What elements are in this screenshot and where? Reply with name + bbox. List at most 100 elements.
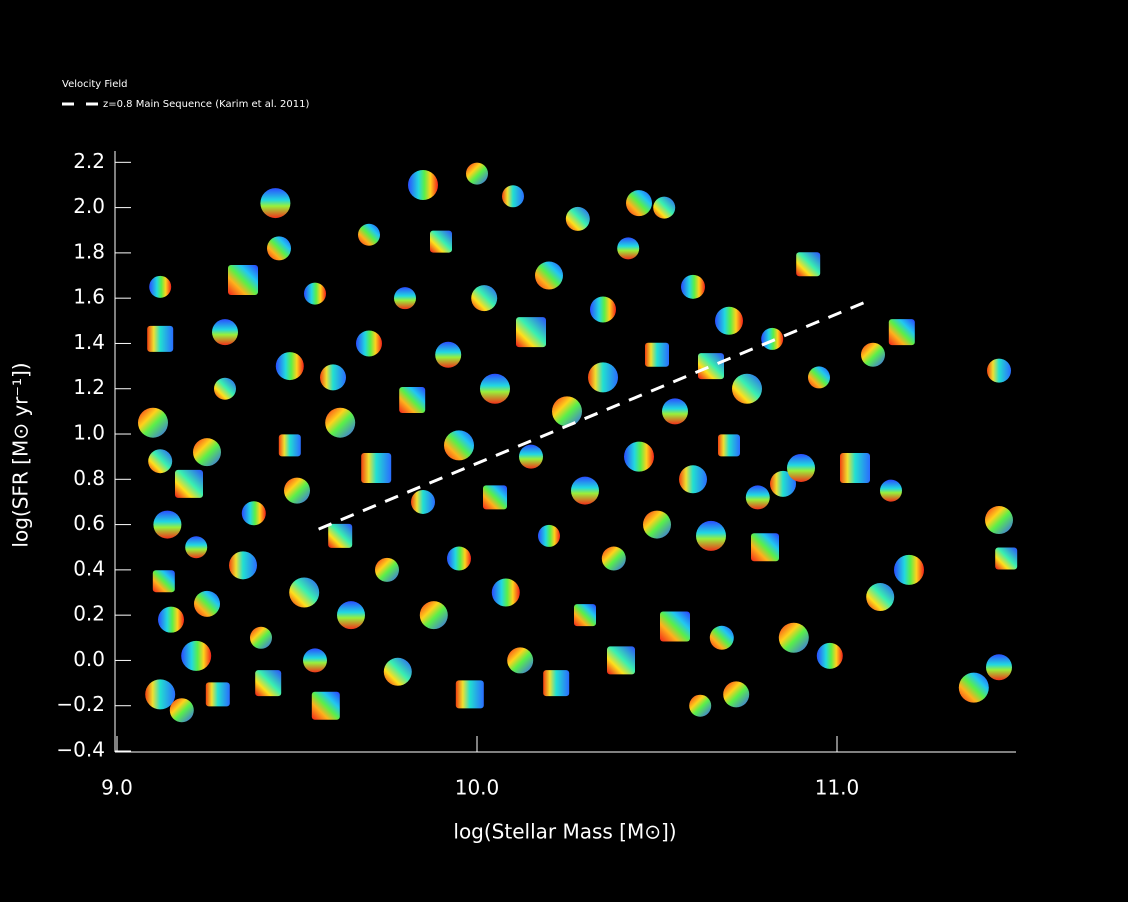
velocity-field [894,554,924,585]
velocity-field [169,698,194,723]
velocity-field [304,282,326,305]
x-tick-label: 9.0 [101,776,133,800]
velocity-field [320,364,346,391]
velocity-field [194,590,220,617]
velocity-field [480,373,510,404]
velocity-field [148,449,173,474]
velocity-field [761,327,784,350]
velocity-field [787,453,815,482]
velocity-field [455,680,484,709]
velocity-field [411,489,435,514]
velocity-field [153,510,182,539]
y-tick-label: 0.2 [73,602,105,626]
velocity-field [516,317,546,348]
velocity-field [745,485,770,510]
velocity-field [337,601,365,630]
velocity-field [607,646,635,675]
velocity-field [471,285,498,312]
velocity-field [679,465,707,494]
velocity-field [796,252,821,277]
velocity-field [284,477,310,504]
velocity-field [681,274,705,299]
y-tick-label: −0.4 [56,738,105,762]
y-tick-label: 1.0 [73,421,105,445]
y-tick-label: −0.2 [56,692,105,716]
velocity-field [958,672,989,703]
y-tick-label: 0.8 [73,466,105,490]
velocity-field [715,306,743,335]
velocity-field [399,387,426,414]
y-tick-label: 0.4 [73,556,105,580]
velocity-field [205,682,230,707]
velocity-field [435,341,462,368]
velocity-field [181,640,212,671]
velocity-field [995,547,1018,570]
velocity-field [255,670,282,697]
velocity-field [565,206,590,231]
main-sequence-line [318,299,870,531]
velocity-field [861,342,885,367]
velocity-field [250,626,272,649]
velocity-field [986,654,1012,681]
velocity-field [552,396,582,427]
velocity-field [149,275,172,298]
velocity-field [145,679,176,710]
velocity-field [419,601,448,630]
velocity-field [571,476,599,505]
y-tick-label: 1.6 [73,285,105,309]
velocity-field [260,188,291,219]
x-tick-label: 10.0 [455,776,500,800]
velocity-field [147,325,174,352]
velocity-field [888,319,915,346]
velocity-field [662,398,688,425]
velocity-field [840,452,870,483]
y-tick-label: 0.6 [73,511,105,535]
y-tick-label: 2.2 [73,149,105,173]
velocity-field [808,366,830,389]
velocity-field [538,524,560,547]
velocity-field [751,533,779,562]
velocity-field [816,642,843,669]
y-tick-label: 1.2 [73,375,105,399]
velocity-field [689,694,712,717]
velocity-field [985,506,1013,535]
velocity-field [138,407,168,438]
legend-label: Velocity Field [62,79,128,90]
velocity-field [987,358,1011,383]
velocity-field [278,434,301,457]
velocity-field [267,236,291,261]
velocity-field [430,230,452,253]
velocity-field [375,557,399,582]
velocity-field [617,237,640,260]
velocity-field [698,353,724,380]
y-tick-label: 1.4 [73,330,105,354]
velocity-field [275,352,304,381]
velocity-field [158,606,184,633]
velocity-field [152,570,175,593]
velocity-field [491,578,520,607]
y-tick-label: 0.0 [73,647,105,671]
velocity-field [325,407,356,438]
velocity-field [866,583,895,612]
y-axis-title: log(SFR [M⊙ yr⁻¹]) [9,362,33,547]
velocity-field [660,611,690,642]
y-tick-label: 1.8 [73,239,105,263]
x-axis-title: log(Stellar Mass [M⊙]) [453,820,676,844]
velocity-field [718,434,740,457]
velocity-field [624,441,654,472]
velocity-field [383,657,412,686]
velocity-field [356,330,382,357]
velocity-field [212,319,238,346]
velocity-field [574,604,596,627]
velocity-field [601,546,626,571]
velocity-field [358,223,380,246]
y-tick-label: 2.0 [73,194,105,218]
velocity-field [770,470,796,497]
velocity-field [185,536,208,559]
velocity-field [361,452,392,483]
velocity-field [303,648,327,673]
velocity-field [193,438,221,467]
velocity-field [643,510,671,539]
velocity-field [444,430,474,461]
